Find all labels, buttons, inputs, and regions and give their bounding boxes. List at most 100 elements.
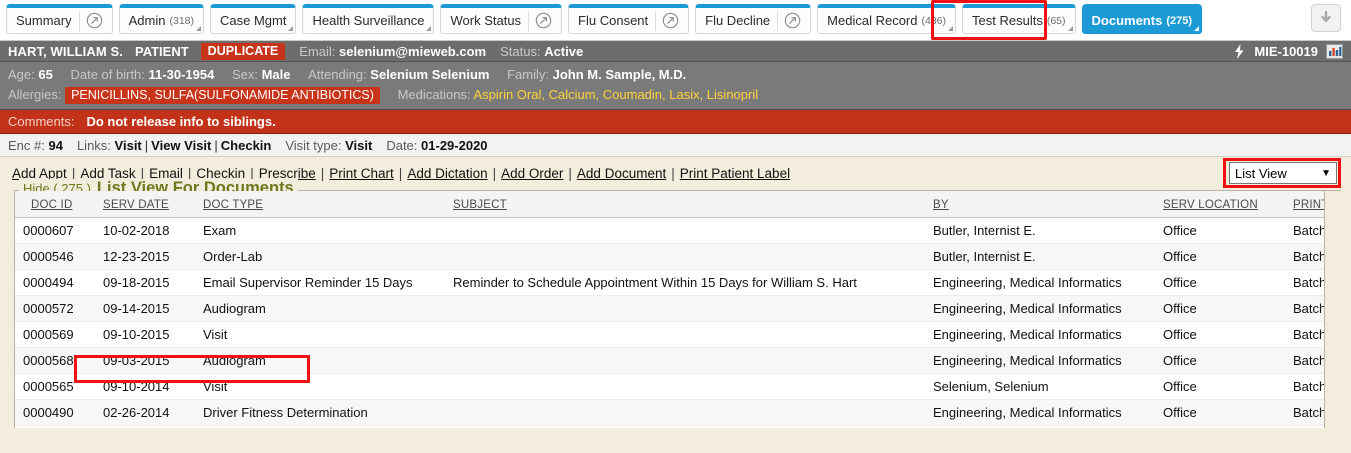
medications-value[interactable]: Aspirin Oral, Calcium, Coumadin, Lasix, … xyxy=(473,87,759,102)
tab-medical-record[interactable]: Medical Record (486) xyxy=(817,4,957,34)
col-doc-type[interactable]: DOC TYPE xyxy=(203,191,453,218)
scrollbar-thumb[interactable] xyxy=(1327,192,1340,342)
cell-print: Batch xyxy=(1293,295,1324,322)
cell-serv-location: Office xyxy=(1163,399,1293,426)
tab-admin[interactable]: Admin (318) xyxy=(118,4,204,34)
action-print-chart[interactable]: Print Chart xyxy=(329,166,394,181)
medications-label: Medications: xyxy=(397,87,471,102)
documents-vertical-scrollbar[interactable] xyxy=(1324,191,1341,428)
table-row[interactable]: 0000572 09-14-2015 Audiogram Engineering, M… xyxy=(15,295,1324,322)
allergies-value[interactable]: PENICILLINS, SULFA(SULFONAMIDE ANTIBIOTI… xyxy=(65,87,380,104)
tab-label: Documents xyxy=(1091,13,1163,28)
cell-serv-date: 12-23-2015 xyxy=(103,243,203,270)
col-doc-id[interactable]: DOC ID xyxy=(15,191,103,218)
documents-table-scroll-area: DOC ID SERV DATE DOC TYPE SUBJECT BY SER… xyxy=(15,191,1324,428)
table-row[interactable]: 0000494 09-18-2015 Email Supervisor Remind… xyxy=(15,269,1324,296)
cell-print: Batch xyxy=(1293,243,1324,270)
cell-by: Engineering, Medical Informatics xyxy=(933,295,1163,322)
cell-doc-type: Audiogram xyxy=(203,347,453,374)
cell-doc-type: Visit xyxy=(203,373,453,400)
col-subject[interactable]: SUBJECT xyxy=(453,191,933,218)
tab-case-mgmt[interactable]: Case Mgmt xyxy=(210,4,297,34)
action-add-document[interactable]: Add Document xyxy=(576,166,667,181)
col-print[interactable]: PRINT xyxy=(1293,191,1324,218)
view-mode-select[interactable]: List View ▼ xyxy=(1229,162,1337,184)
demographics-line: Age: 65 Date of birth: 11-30-1954 Sex: M… xyxy=(8,65,1343,84)
table-row[interactable]: 0000569 09-10-2015 Visit Engineering, Medic… xyxy=(15,321,1324,348)
action-email[interactable]: Email xyxy=(149,166,183,181)
cell-serv-date: 09-03-2015 xyxy=(103,347,203,374)
cell-by: Engineering, Medical Informatics xyxy=(933,399,1163,426)
cell-print: Batch xyxy=(1293,399,1324,426)
cell-doc-type: Exam xyxy=(203,217,453,244)
main-tab-bar: Summary Admin (318) Case Mgmt Health Surveil… xyxy=(0,0,1351,41)
download-arrow-icon xyxy=(1321,10,1331,23)
col-by[interactable]: BY xyxy=(933,191,1163,218)
action-checkin[interactable]: Checkin xyxy=(196,166,246,181)
table-row[interactable]: 0000568 09-03-2015 Audiogram Engineering, M… xyxy=(15,347,1324,374)
allergies-line: Allergies: PENICILLINS, SULFA(SULFONAMID… xyxy=(8,85,1343,105)
action-add-appt[interactable]: Add Appt xyxy=(12,166,67,181)
download-button[interactable] xyxy=(1311,4,1341,32)
sex-value: Male xyxy=(261,67,291,82)
external-link-icon[interactable] xyxy=(662,12,679,29)
cell-serv-location: Office xyxy=(1163,347,1293,374)
action-separator: | xyxy=(568,166,572,181)
table-row[interactable]: 0000546 12-23-2015 Order-Lab Butler, Intern… xyxy=(15,243,1324,270)
action-add-dictation[interactable]: Add Dictation xyxy=(407,166,488,181)
table-row[interactable]: 0000565 09-10-2014 Visit Selenium, Selenium… xyxy=(15,373,1324,400)
cell-doc-type: Audiogram xyxy=(203,295,453,322)
cell-doc-type: Order-Lab xyxy=(203,243,453,270)
cell-doc-id: 0000494 xyxy=(15,269,103,296)
tab-test-results[interactable]: Test Results (65) xyxy=(962,4,1076,34)
tab-health-surveillance[interactable]: Health Surveillance xyxy=(302,4,435,34)
external-link-icon[interactable] xyxy=(784,12,801,29)
link-checkin[interactable]: Checkin xyxy=(220,137,272,153)
action-prescribe[interactable]: Prescribe xyxy=(258,166,316,181)
action-links-row: Add Appt | Add Task | Email | Checkin | Prescrib… xyxy=(0,157,1351,190)
tab-work-status[interactable]: Work Status xyxy=(440,4,563,34)
cell-subject: Reminder to Schedule Appointment Within … xyxy=(453,269,933,296)
tab-flu-decline[interactable]: Flu Decline xyxy=(695,4,812,34)
action-add-task[interactable]: Add Task xyxy=(80,166,136,181)
family-value: John M. Sample, M.D. xyxy=(552,67,687,82)
cell-subject xyxy=(453,321,933,348)
action-add-order[interactable]: Add Order xyxy=(501,166,564,181)
email-label: Email: xyxy=(299,43,336,59)
bar-chart-icon[interactable] xyxy=(1326,44,1343,59)
tab-label: Test Results xyxy=(972,13,1043,28)
cell-subject xyxy=(453,295,933,322)
documents-table-head: DOC ID SERV DATE DOC TYPE SUBJECT BY SER… xyxy=(15,191,1324,218)
tab-documents[interactable]: Documents (275) xyxy=(1081,4,1202,34)
action-print-patient-label[interactable]: Print Patient Label xyxy=(679,166,791,181)
table-row[interactable]: 0000490 02-26-2014 Driver Fitness Determin… xyxy=(15,399,1324,426)
cell-serv-date: 09-14-2015 xyxy=(103,295,203,322)
tab-separator xyxy=(528,10,530,31)
tab-label: Medical Record xyxy=(827,13,918,28)
family-label: Family: xyxy=(507,67,549,82)
col-serv-date[interactable]: SERV DATE xyxy=(103,191,203,218)
tab-flu-consent[interactable]: Flu Consent xyxy=(568,4,690,34)
page-body: Add Appt | Add Task | Email | Checkin | Prescrib… xyxy=(0,157,1351,453)
tab-label: Flu Consent xyxy=(578,13,649,28)
lightning-bolt-icon[interactable] xyxy=(1233,44,1246,59)
link-view-visit[interactable]: View Visit xyxy=(151,137,212,153)
age-value: 65 xyxy=(38,67,53,82)
visit-date-label: Date: xyxy=(386,137,418,153)
cell-serv-date: 09-10-2014 xyxy=(103,373,203,400)
table-row[interactable]: 0000607 10-02-2018 Exam Butler, Internist E… xyxy=(15,217,1324,244)
col-serv-location[interactable]: SERV LOCATION xyxy=(1163,191,1293,218)
cell-by: Engineering, Medical Informatics xyxy=(933,269,1163,296)
cell-print: Batch xyxy=(1293,321,1324,348)
cell-by: Selenium, Selenium xyxy=(933,373,1163,400)
tab-summary[interactable]: Summary xyxy=(6,4,113,34)
link-visit[interactable]: Visit xyxy=(114,137,142,153)
external-link-icon[interactable] xyxy=(86,12,103,29)
action-separator: | xyxy=(671,166,675,181)
attending-label: Attending: xyxy=(308,67,367,82)
cell-doc-id: 0000569 xyxy=(15,321,103,348)
external-link-icon[interactable] xyxy=(535,12,552,29)
cell-doc-type: Driver Fitness Determination xyxy=(203,399,453,426)
enc-value: 94 xyxy=(48,137,63,153)
comments-bar: Comments: Do not release info to sibling… xyxy=(0,110,1351,134)
